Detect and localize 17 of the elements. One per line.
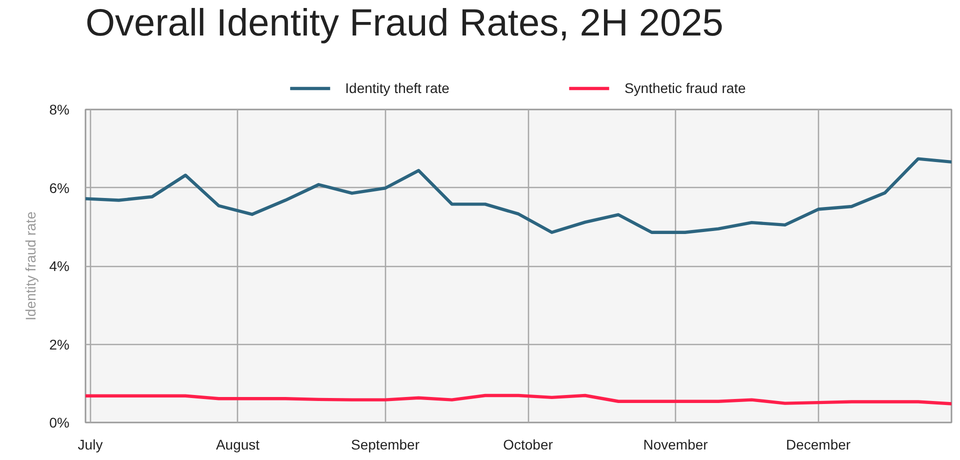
x-tick-label: December: [786, 436, 851, 452]
line-series: [86, 157, 952, 234]
chart-title: Overall Identity Fraud Rates, 2H 2025: [86, 2, 724, 44]
legend-label: Identity theft rate: [345, 80, 450, 96]
y-tick-label: 4%: [49, 258, 70, 274]
y-tick-label: 8%: [49, 102, 70, 118]
x-tick-label: September: [351, 436, 420, 452]
x-tick-label: November: [643, 436, 708, 452]
y-tick-label: 0%: [49, 414, 70, 430]
x-tick-label: August: [216, 436, 260, 452]
legend-label: Synthetic fraud rate: [624, 80, 746, 96]
y-tick-label: 6%: [49, 180, 70, 196]
y-axis-title: Identity fraud rate: [22, 211, 38, 320]
line-series: [86, 394, 952, 406]
y-tick-label: 2%: [49, 336, 70, 352]
x-tick-label: July: [78, 436, 103, 452]
x-tick-label: October: [503, 436, 554, 452]
